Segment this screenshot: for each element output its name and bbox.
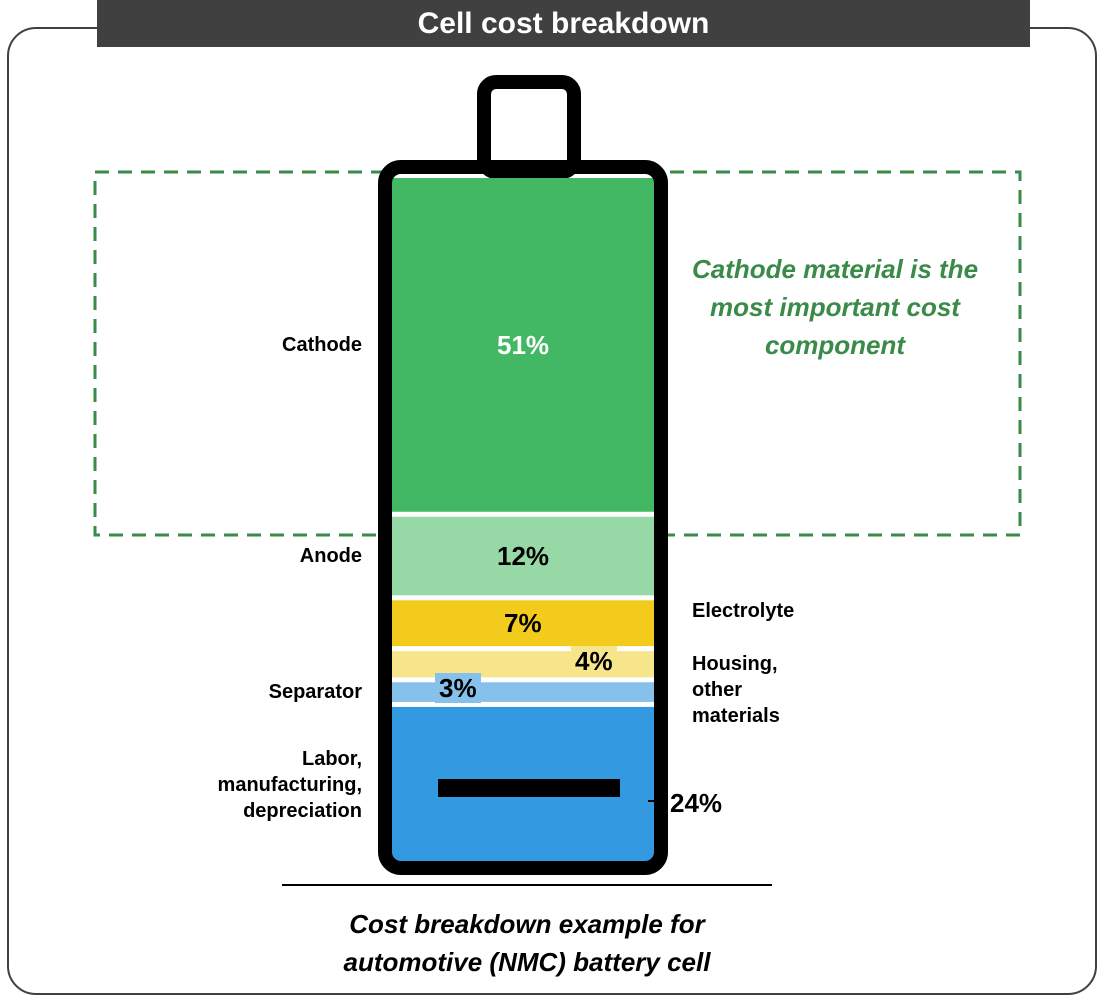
value-label: 4%: [571, 646, 617, 677]
segment: [392, 516, 654, 596]
chart-title: Cell cost breakdown: [417, 7, 710, 40]
value-label: 24%: [670, 788, 723, 818]
segment-label: Housing, other materials: [692, 653, 780, 728]
segment-label: Cathode: [282, 333, 362, 356]
value-label: 51%: [497, 329, 550, 360]
segment-label: Anode: [299, 545, 362, 568]
redaction-bar: [438, 779, 620, 797]
value-label: 3%: [435, 673, 481, 704]
segment: [392, 178, 654, 512]
caption: Cost breakdown example for automotive (N…: [343, 909, 711, 977]
segment: [392, 682, 654, 702]
battery-body: [378, 160, 668, 875]
value-label: 7%: [504, 608, 542, 639]
value-label: 12%: [497, 541, 550, 572]
segment-label: Electrolyte: [692, 600, 795, 623]
annotation: Cathode material is the most important c…: [691, 254, 979, 360]
title-bar: [97, 0, 1030, 47]
segment-label: Separator: [268, 681, 362, 704]
segment-label: Labor, manufacturing, depreciation: [217, 748, 362, 823]
segment: [392, 600, 654, 647]
battery-cap: [477, 75, 581, 179]
